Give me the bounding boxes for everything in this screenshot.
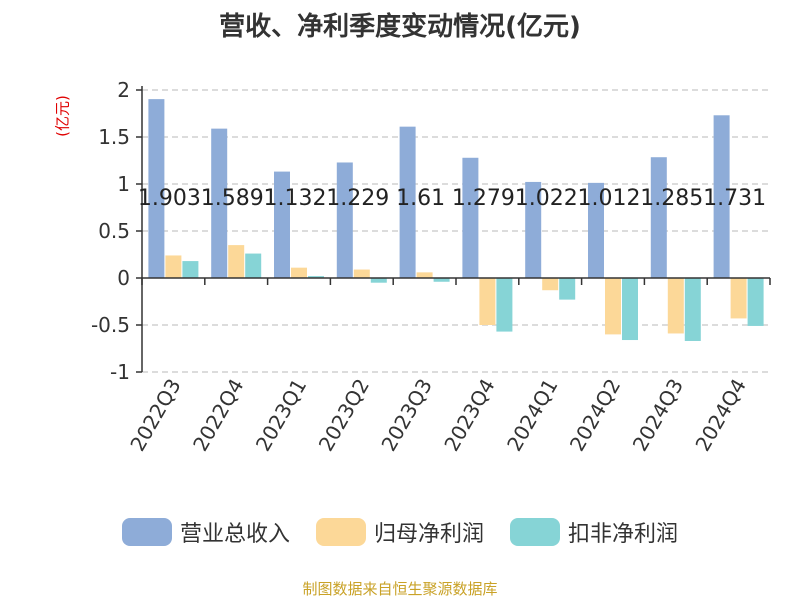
legend-label-deducted-profit: 扣非净利润 xyxy=(568,522,679,547)
bar-net-profit xyxy=(228,245,245,278)
x-tick-label: 2023Q1 xyxy=(251,375,311,456)
bar-net-profit xyxy=(353,269,370,278)
bar-revenue xyxy=(588,182,604,278)
bar-deducted-profit xyxy=(747,278,764,326)
x-tick-label: 2022Q4 xyxy=(188,375,248,456)
y-tick-label: -0.5 xyxy=(91,313,130,337)
bar-revenue xyxy=(274,171,290,278)
data-label-revenue: 1.229 xyxy=(326,186,389,211)
y-tick-label: -1 xyxy=(110,360,130,384)
bar-net-profit xyxy=(479,278,496,325)
bar-deducted-profit xyxy=(684,278,701,341)
bar-revenue xyxy=(211,128,228,278)
bar-revenue xyxy=(713,115,730,278)
data-label-revenue: 1.731 xyxy=(703,186,766,211)
legend-swatch-revenue xyxy=(121,518,172,546)
bar-net-profit xyxy=(730,278,747,319)
x-tick-label: 2024Q3 xyxy=(628,375,688,456)
x-tick-label: 2023Q3 xyxy=(376,375,436,456)
legend: 营业总收入 归母净利润 扣非净利润 xyxy=(0,516,800,548)
data-label-revenue: 1.903 xyxy=(138,186,201,211)
legend-item-net-profit[interactable]: 归母净利润 xyxy=(315,516,484,548)
x-tick-label: 2023Q4 xyxy=(439,375,499,456)
bar-net-profit xyxy=(542,278,559,291)
y-tick-label: 2 xyxy=(117,78,130,102)
data-label-revenue: 1.589 xyxy=(201,186,264,211)
legend-swatch-deducted-profit xyxy=(510,518,560,546)
legend-label-net-profit: 归母净利润 xyxy=(373,522,484,547)
data-label-revenue: 1.012 xyxy=(578,186,641,211)
bar-net-profit xyxy=(291,267,307,278)
y-tick-label: 1.5 xyxy=(98,125,130,149)
bar-deducted-profit xyxy=(622,278,638,341)
data-label-revenue: 1.132 xyxy=(264,186,327,211)
bar-deducted-profit xyxy=(182,261,199,278)
bar-revenue xyxy=(462,157,479,278)
bar-net-profit xyxy=(605,278,621,335)
bar-deducted-profit xyxy=(559,278,576,300)
data-label-revenue: 1.279 xyxy=(452,186,515,211)
bar-deducted-profit xyxy=(245,253,262,278)
bar-revenue xyxy=(525,181,542,278)
x-tick-label: 2022Q3 xyxy=(125,375,185,456)
bar-net-profit xyxy=(416,272,433,278)
bar-revenue xyxy=(399,126,416,278)
legend-label-revenue: 营业总收入 xyxy=(179,522,290,547)
bar-net-profit xyxy=(165,255,182,278)
bar-deducted-profit xyxy=(433,278,450,282)
bar-revenue xyxy=(650,157,667,278)
legend-item-deducted-profit[interactable]: 扣非净利润 xyxy=(510,516,678,548)
bar-deducted-profit xyxy=(496,278,513,332)
legend-swatch-net-profit xyxy=(315,518,366,546)
bar-revenue xyxy=(148,99,165,278)
y-tick-label: 1 xyxy=(117,172,130,196)
bar-net-profit xyxy=(667,278,684,334)
data-label-revenue: 1.285 xyxy=(640,186,703,211)
y-tick-label: 0.5 xyxy=(98,219,130,243)
x-tick-label: 2023Q2 xyxy=(314,375,374,456)
x-tick-label: 2024Q1 xyxy=(502,375,562,456)
bar-revenue xyxy=(336,162,353,278)
x-tick-label: 2024Q2 xyxy=(565,375,625,456)
chart-title: 营收、净利季度变动情况(亿元) xyxy=(219,12,581,42)
data-label-revenue: 1.022 xyxy=(515,186,578,211)
bar-deducted-profit xyxy=(308,276,324,278)
data-label-revenue: 1.61 xyxy=(396,186,445,211)
x-tick-label: 2024Q4 xyxy=(690,375,750,456)
legend-item-revenue[interactable]: 营业总收入 xyxy=(121,516,290,548)
y-tick-label: 0 xyxy=(117,266,130,290)
data-source-note: 制图数据来自恒生聚源数据库 xyxy=(302,580,498,598)
bar-deducted-profit xyxy=(370,278,387,283)
